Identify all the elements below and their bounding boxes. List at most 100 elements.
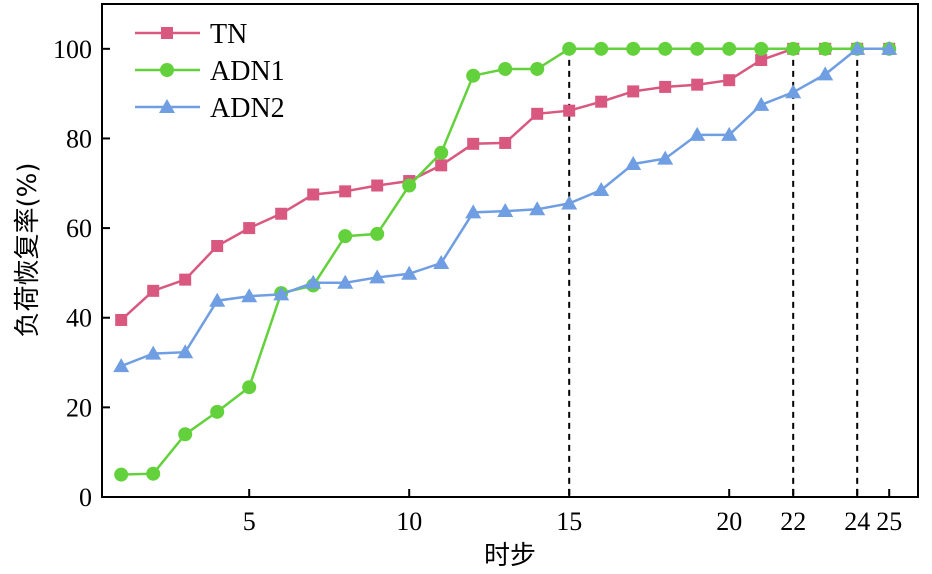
data-point-adn1 [242, 380, 257, 395]
plot-series [113, 40, 898, 482]
data-point-tn [627, 85, 640, 98]
data-point-adn1 [594, 41, 609, 56]
y-axis-title: 负荷恢复率(%) [13, 163, 43, 338]
legend-item-adn1: ADN1 [135, 56, 285, 87]
series-adn1 [114, 41, 897, 482]
x-tick-label: 20 [716, 507, 742, 536]
x-tick-label: 25 [876, 507, 902, 536]
data-point-adn2 [305, 274, 322, 289]
data-point-adn2 [177, 344, 194, 359]
data-point-adn2 [497, 203, 514, 218]
data-point-tn [531, 107, 544, 120]
data-point-adn2 [881, 40, 898, 55]
data-point-adn2 [241, 288, 258, 303]
x-axis-title: 时步 [484, 541, 536, 571]
data-point-adn2 [849, 40, 866, 55]
legend-marker-tn [161, 27, 173, 39]
plot-frame [101, 3, 919, 498]
legend-item-tn: TN [135, 19, 247, 50]
data-point-tn [371, 179, 384, 192]
y-tick-label: 20 [66, 393, 92, 422]
data-point-adn1 [114, 467, 129, 482]
data-point-adn2 [369, 269, 386, 284]
data-point-adn2 [625, 156, 642, 171]
data-point-adn1 [626, 41, 641, 56]
data-point-adn2 [657, 150, 674, 165]
data-point-adn2 [401, 265, 418, 280]
data-point-tn [147, 284, 160, 297]
y-tick-label: 0 [79, 483, 92, 512]
data-point-tn [243, 222, 256, 235]
data-point-adn1 [402, 178, 417, 193]
data-point-adn1 [786, 41, 801, 56]
data-point-adn2 [433, 255, 450, 270]
legend-marker-adn1 [160, 63, 174, 77]
data-point-tn [499, 136, 512, 149]
data-point-adn1 [338, 229, 353, 244]
y-tick-label: 100 [53, 35, 92, 64]
data-point-tn [755, 54, 768, 67]
data-point-adn2 [561, 195, 578, 210]
data-point-tn [275, 207, 288, 220]
legend-label-adn2: ADN2 [210, 93, 285, 124]
data-point-adn1 [562, 41, 577, 56]
data-point-adn2 [113, 358, 130, 373]
data-point-adn2 [593, 181, 610, 196]
y-tick-label: 60 [66, 214, 92, 243]
data-point-tn [659, 80, 672, 93]
data-point-adn2 [817, 66, 834, 81]
data-point-adn2 [689, 126, 706, 141]
data-point-adn1 [498, 61, 513, 76]
data-point-adn1 [146, 466, 161, 481]
data-point-tn [691, 78, 704, 91]
x-tick-label: 15 [556, 507, 582, 536]
data-point-tn [435, 159, 448, 172]
data-point-adn2 [209, 292, 226, 307]
data-point-tn [115, 313, 128, 326]
data-point-tn [563, 104, 576, 117]
data-point-adn1 [722, 41, 737, 56]
legend-marker-adn2 [159, 99, 175, 113]
data-point-adn2 [785, 84, 802, 99]
data-point-adn1 [818, 41, 833, 56]
y-tick-label: 80 [66, 124, 92, 153]
series-adn2 [113, 40, 898, 373]
data-point-tn [339, 185, 352, 198]
data-point-tn [595, 95, 608, 108]
data-point-adn2 [273, 286, 290, 301]
data-point-tn [211, 240, 224, 253]
data-point-adn1 [210, 404, 225, 419]
legend: TN ADN1 ADN2 [135, 19, 285, 124]
data-point-tn [467, 137, 480, 150]
data-point-adn2 [529, 201, 546, 216]
data-point-adn2 [753, 96, 770, 111]
data-point-adn1 [658, 41, 673, 56]
data-point-adn1 [690, 41, 705, 56]
x-tick-label: 5 [243, 507, 256, 536]
data-point-adn1 [530, 61, 545, 76]
y-axis: 0 20 40 60 80 100 [53, 35, 110, 512]
legend-label-adn1: ADN1 [210, 56, 285, 87]
data-point-tn [307, 188, 320, 201]
legend-label-tn: TN [210, 19, 247, 50]
data-point-adn1 [434, 145, 449, 160]
reference-lines [568, 48, 859, 497]
x-axis: 5 10 15 20 22 24 25 [243, 489, 902, 536]
data-point-adn2 [465, 204, 482, 219]
data-point-adn1 [466, 68, 481, 83]
data-point-adn2 [337, 274, 354, 289]
data-point-adn2 [145, 345, 162, 360]
data-point-tn [179, 273, 192, 286]
data-point-adn1 [754, 41, 769, 56]
legend-item-adn2: ADN2 [135, 93, 285, 124]
data-point-tn [723, 74, 736, 87]
x-tick-label: 22 [780, 507, 806, 536]
series-line-tn [120, 47, 890, 321]
data-point-adn1 [178, 427, 193, 442]
data-point-adn1 [370, 226, 385, 241]
data-point-adn2 [721, 126, 738, 141]
y-tick-label: 40 [66, 304, 92, 333]
x-tick-label: 24 [844, 507, 870, 536]
x-tick-label: 10 [396, 507, 422, 536]
